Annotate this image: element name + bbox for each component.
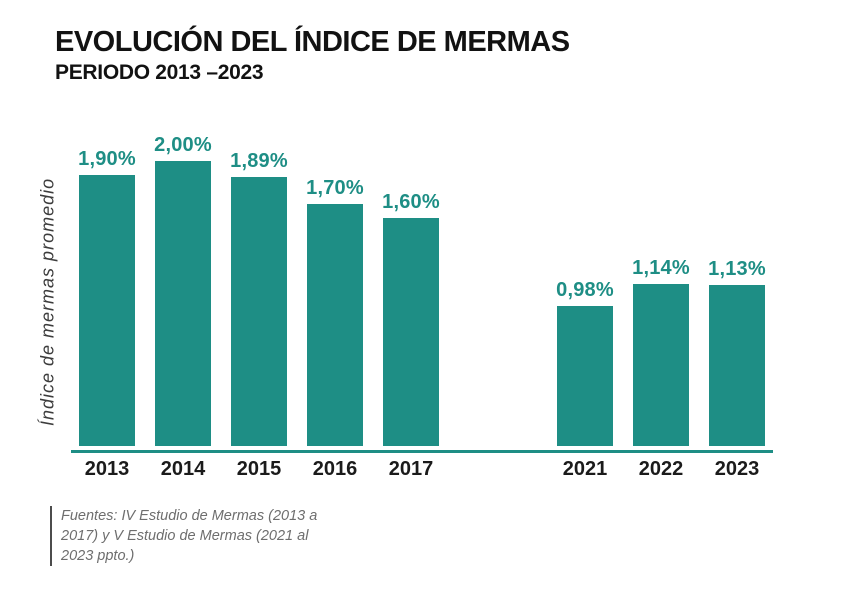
chart-header: EVOLUCIÓN DEL ÍNDICE DE MERMAS PERIODO 2… [55,26,570,85]
bar-2023 [709,285,765,446]
bar-2015 [231,177,287,446]
page-subtitle: PERIODO 2013 –2023 [55,61,264,85]
bar-value-label-2013: 1,90% [78,148,136,170]
x-axis-line [71,450,773,453]
bar-column-2021: 0,98% 2021 [556,279,614,480]
bar-value-label-2015: 1,89% [230,150,288,172]
bar-group-1: 1,90% 2013 2,00% 2014 1,89% 2015 1,70% 2016 1,60… [78,134,440,480]
bar-2021 [557,306,613,446]
bar-value-label-2021: 0,98% [556,279,614,301]
bar-value-label-2023: 1,13% [708,258,766,280]
x-tick-2023: 2023 [714,458,760,480]
bars-container: 1,90% 2013 2,00% 2014 1,89% 2015 1,70% 2016 1,60… [78,134,766,480]
x-tick-2014: 2014 [160,458,206,480]
bar-column-2017: 1,60% 2017 [382,191,440,480]
bar-2016 [307,204,363,446]
bar-column-2014: 2,00% 2014 [154,134,212,480]
bar-group-2: 0,98% 2021 1,14% 2022 1,13% 2023 [556,257,766,480]
bar-value-label-2014: 2,00% [154,134,212,156]
bar-2017 [383,218,439,446]
bar-2022 [633,284,689,446]
source-note: Fuentes: IV Estudio de Mermas (2013 a 20… [50,506,333,566]
bar-chart-plot-area: 1,90% 2013 2,00% 2014 1,89% 2015 1,70% 2016 1,60… [71,134,773,480]
bar-column-2013: 1,90% 2013 [78,148,136,480]
source-text: Fuentes: IV Estudio de Mermas (2013 a 20… [61,508,318,564]
bar-column-2022: 1,14% 2022 [632,257,690,480]
x-tick-2022: 2022 [638,458,684,480]
bar-value-label-2022: 1,14% [632,257,690,279]
x-tick-2015: 2015 [236,458,282,480]
bar-column-2016: 1,70% 2016 [306,177,364,480]
bar-value-label-2017: 1,60% [382,191,440,213]
bar-2014 [155,161,211,446]
bar-column-2023: 1,13% 2023 [708,258,766,480]
page-title: EVOLUCIÓN DEL ÍNDICE DE MERMAS [55,26,570,58]
x-tick-2013: 2013 [84,458,130,480]
source-left-rule [50,506,52,566]
bar-column-2015: 1,89% 2015 [230,150,288,480]
x-tick-2016: 2016 [312,458,358,480]
x-tick-2017: 2017 [388,458,434,480]
x-tick-2021: 2021 [562,458,608,480]
bar-2013 [79,175,135,446]
y-axis-label: Índice de mermas promedio [37,177,58,426]
bar-value-label-2016: 1,70% [306,177,364,199]
